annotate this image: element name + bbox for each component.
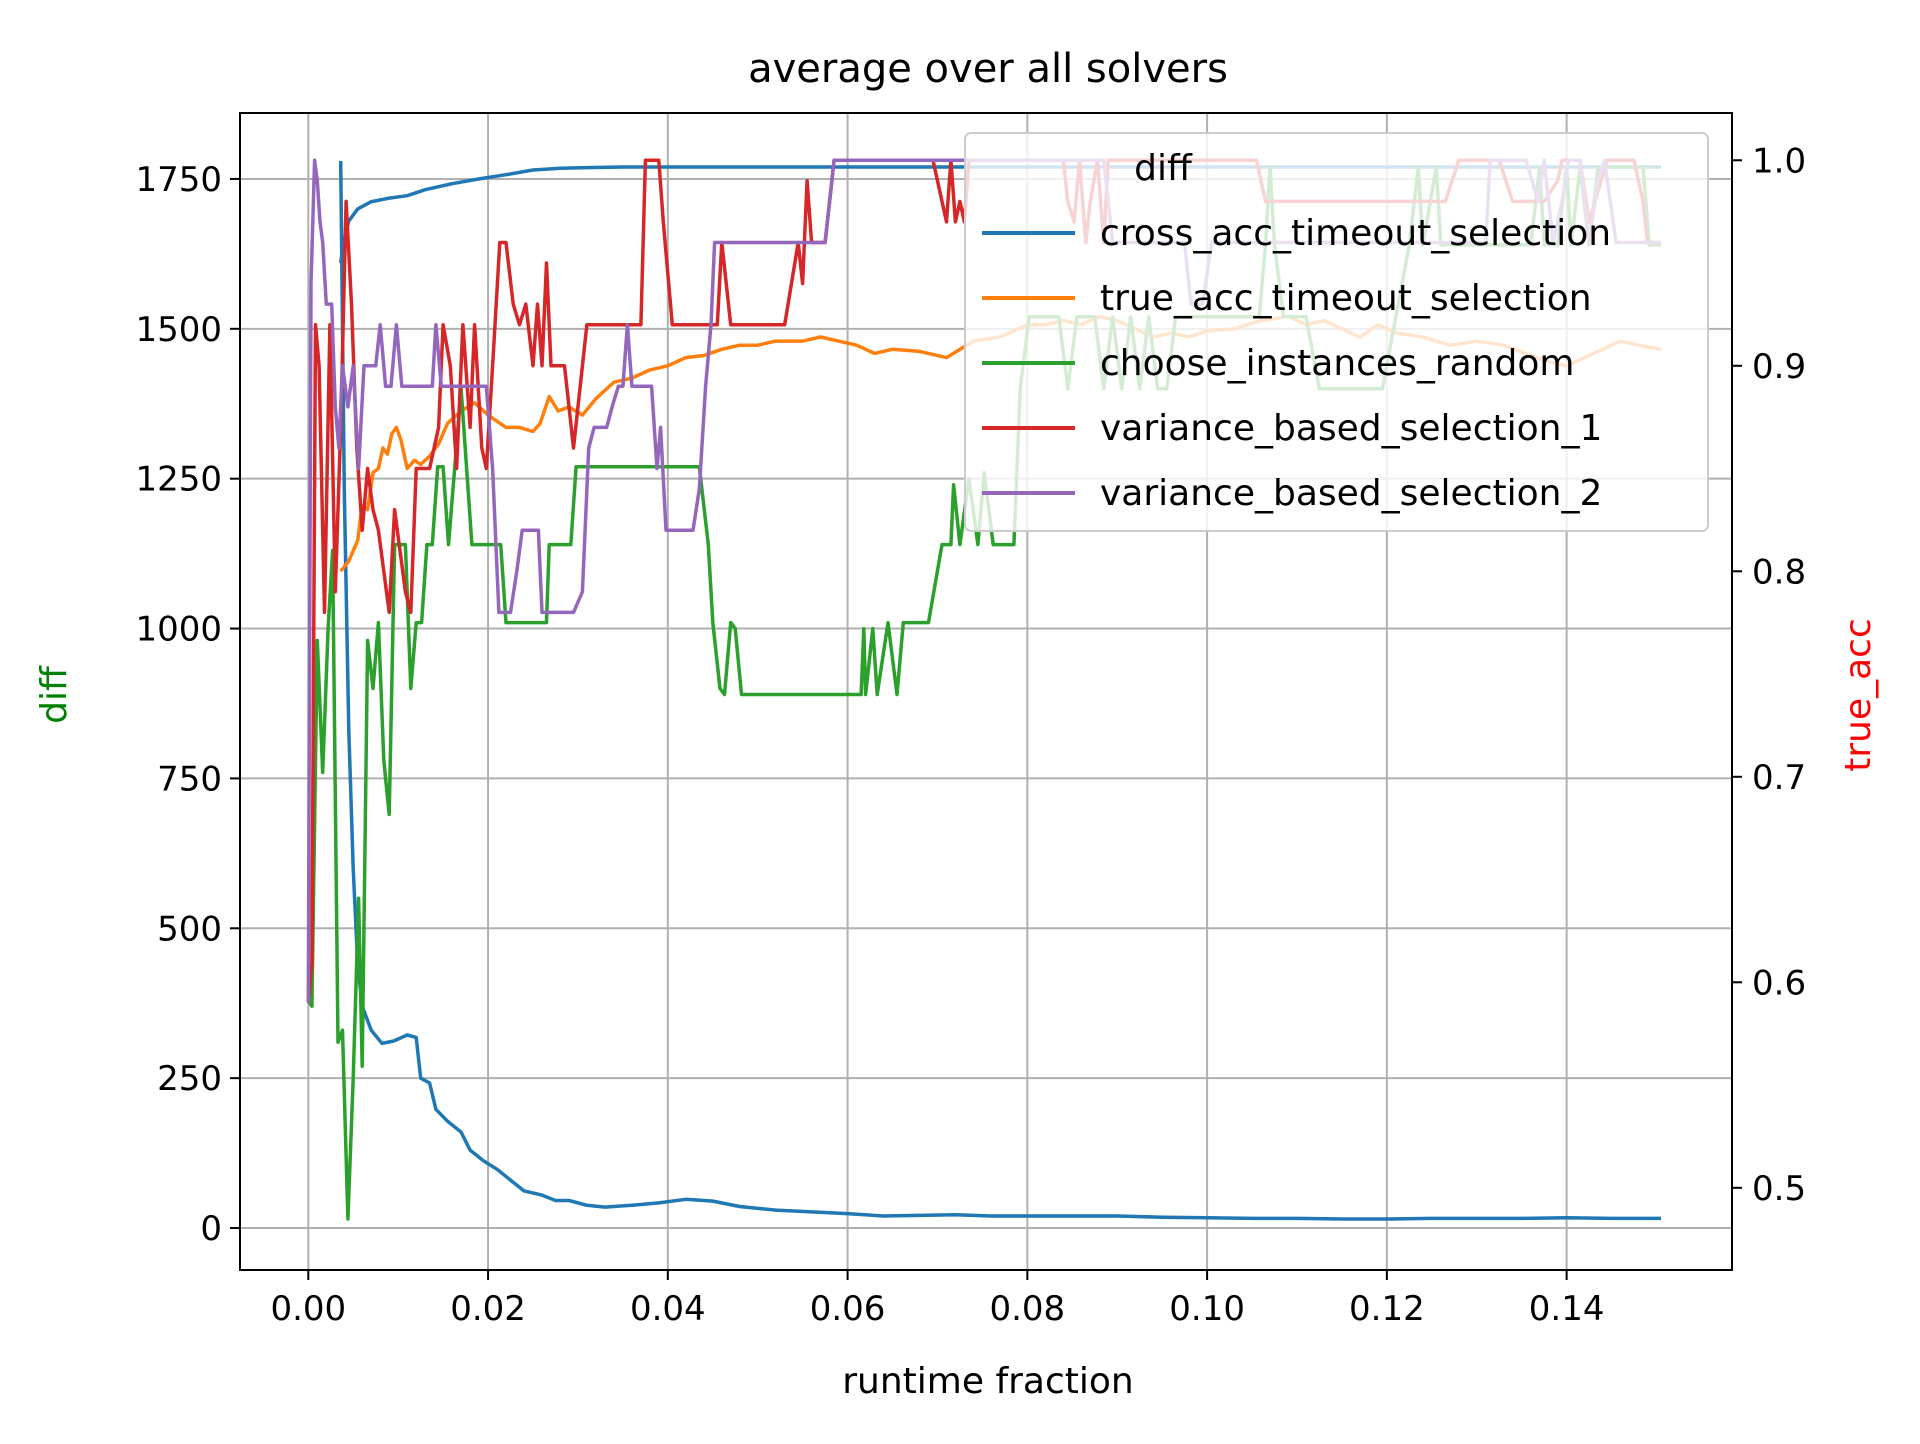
x-tick-label: 0.14 bbox=[1529, 1289, 1605, 1329]
y-axis-label: diff bbox=[34, 665, 75, 724]
y2-tick-label: 1.0 bbox=[1752, 141, 1806, 181]
legend-label: true_acc_timeout_selection bbox=[1100, 278, 1592, 319]
axes-frame bbox=[239, 112, 1733, 1271]
y-tick-label: 1750 bbox=[135, 160, 222, 200]
x-tick-label: 0.06 bbox=[810, 1289, 886, 1329]
legend-label: variance_based_selection_2 bbox=[1100, 473, 1602, 514]
y-tick-label: 0 bbox=[200, 1209, 222, 1249]
x-tick-label: 0.00 bbox=[270, 1289, 346, 1329]
x-axis-label: runtime fraction bbox=[842, 1361, 1134, 1402]
y-tick-label: 1000 bbox=[135, 610, 222, 650]
legend-label: cross_acc_timeout_selection bbox=[1100, 213, 1611, 254]
legend-label: choose_instances_random bbox=[1100, 343, 1574, 384]
x-tick-label: 0.02 bbox=[450, 1289, 526, 1329]
y2-tick-label: 0.6 bbox=[1752, 963, 1806, 1003]
series-line-cross-acc-upper-1 bbox=[338, 165, 1661, 264]
y-tick-label: 1250 bbox=[135, 460, 222, 500]
y-tick-label: 250 bbox=[157, 1059, 222, 1099]
legend-box bbox=[964, 132, 1709, 532]
y2-tick-label: 0.8 bbox=[1752, 552, 1806, 592]
legend-entries: cross_acc_timeout_selection true_acc_time… bbox=[982, 213, 1611, 514]
x-tick-label: 0.04 bbox=[630, 1289, 706, 1329]
y2-tick-label: 0.9 bbox=[1752, 347, 1806, 387]
chart-title: average over all solvers bbox=[748, 46, 1228, 92]
legend-title: diff bbox=[1134, 148, 1193, 189]
y-tick-label: 750 bbox=[157, 759, 222, 799]
y2-tick-label: 0.5 bbox=[1752, 1169, 1806, 1209]
series-line-cross-acc-timeout-selection bbox=[338, 160, 1661, 1221]
legend-label: variance_based_selection_1 bbox=[1100, 408, 1602, 449]
y2-axis-label: true_acc bbox=[1838, 618, 1879, 772]
y2-tick-label: 0.7 bbox=[1752, 758, 1806, 798]
x-tick-label: 0.12 bbox=[1349, 1289, 1425, 1329]
x-tick-label: 0.08 bbox=[989, 1289, 1065, 1329]
x-tick-label: 0.10 bbox=[1169, 1289, 1245, 1329]
legend: diff cross_acc_timeout_selection true_acc… bbox=[964, 132, 1709, 532]
y-tick-label: 1500 bbox=[135, 310, 222, 350]
y-tick-label: 500 bbox=[157, 909, 222, 949]
ticks-layer: 0.00 0.02 0.04 0.06 0.08 0.10 0.12 0.14 0 250 500 7… bbox=[135, 141, 1806, 1329]
